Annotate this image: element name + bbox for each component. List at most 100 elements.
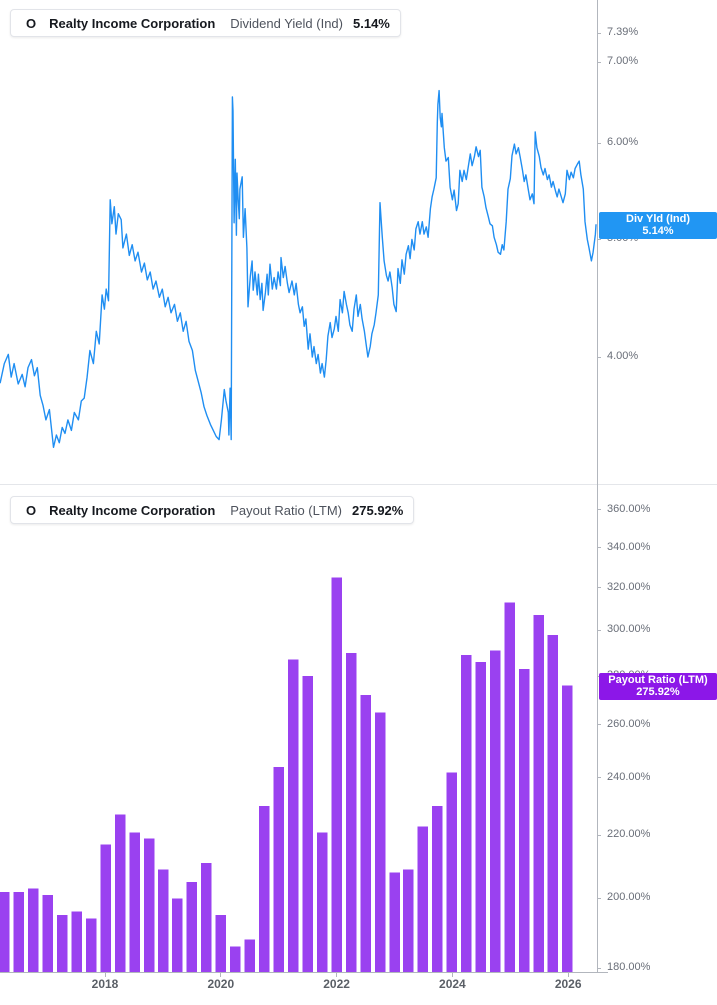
payout-ratio-bar[interactable] xyxy=(42,895,53,972)
payout-axis-tick-mark xyxy=(597,724,601,726)
payout-ratio-bar[interactable] xyxy=(446,772,458,972)
legend-accent-bar-blue xyxy=(11,9,15,37)
payout-ratio-bar[interactable] xyxy=(547,634,558,972)
payout-axis-tick-mark xyxy=(597,777,601,779)
payout-ratio-bar[interactable] xyxy=(331,577,342,973)
badge-value: 5.14% xyxy=(642,224,674,237)
payout-ratio-bar[interactable] xyxy=(259,806,270,972)
payout-ratio-bar[interactable] xyxy=(403,869,414,972)
payout-ratio-bar[interactable] xyxy=(56,915,68,972)
dividend-yield-line[interactable] xyxy=(0,89,597,448)
payout-axis-tick-mark xyxy=(597,897,601,899)
payout-ratio-bar[interactable] xyxy=(13,891,25,972)
payout-ratio-bar[interactable] xyxy=(201,863,212,972)
payout-ratio-bar[interactable] xyxy=(490,650,501,972)
ticker-symbol: O xyxy=(26,502,37,518)
yield-axis-tick-mark xyxy=(597,356,601,358)
price-axis[interactable]: Div Yld (Ind) 5.14% Payout Ratio (LTM) 2… xyxy=(597,0,717,1005)
payout-axis-tick-label: 220.00% xyxy=(607,828,651,841)
payout-axis-tick-label: 320.00% xyxy=(607,580,651,593)
legend-chip-payout-ratio[interactable]: O Realty Income Corporation Payout Ratio… xyxy=(10,496,415,524)
payout-axis-tick-mark xyxy=(597,509,601,511)
payout-axis-tick-label: 300.00% xyxy=(607,623,651,636)
company-name: Realty Income Corporation xyxy=(49,15,216,31)
x-axis-line xyxy=(0,972,608,973)
payout-axis-tick-mark xyxy=(597,547,601,549)
x-axis-label-2022: 2022 xyxy=(323,977,350,991)
payout-ratio-bar[interactable] xyxy=(417,826,429,972)
payout-ratio-bar[interactable] xyxy=(360,695,371,972)
panel-divider[interactable] xyxy=(0,484,717,485)
payout-ratio-bar[interactable] xyxy=(186,882,198,972)
metric-name: Dividend Yield (Ind) xyxy=(230,15,343,31)
company-name: Realty Income Corporation xyxy=(49,502,216,518)
yield-axis-tick-label: 6.00% xyxy=(607,136,639,149)
metric-name: Payout Ratio (LTM) xyxy=(230,502,343,518)
payout-axis-tick-mark xyxy=(597,587,601,589)
y-axis-line xyxy=(597,0,598,972)
x-axis-label-2020: 2020 xyxy=(207,977,235,991)
payout-ratio-bar[interactable] xyxy=(114,814,126,972)
badge-label: Payout Ratio (LTM) xyxy=(608,673,708,686)
payout-axis-tick-label: 240.00% xyxy=(607,770,651,783)
payout-ratio-bar[interactable] xyxy=(215,915,227,972)
x-axis-label-2024: 2024 xyxy=(439,977,466,991)
payout-ratio-bar[interactable] xyxy=(374,712,386,972)
ticker-symbol: O xyxy=(26,15,37,31)
payout-ratio-bar[interactable] xyxy=(561,685,573,973)
payout-ratio-bar[interactable] xyxy=(28,888,39,973)
payout-ratio-bar[interactable] xyxy=(518,669,530,972)
payout-axis-tick-mark xyxy=(597,834,601,836)
charts-canvas[interactable] xyxy=(0,0,597,1005)
legend-chip-dividend-yield[interactable]: O Realty Income Corporation Dividend Yie… xyxy=(10,9,401,37)
payout-axis-tick-label: 360.00% xyxy=(607,502,651,515)
x-axis-label-2018: 2018 xyxy=(91,977,119,991)
payout-ratio-bar[interactable] xyxy=(461,655,472,972)
yield-axis-tick-label: 4.00% xyxy=(607,350,639,362)
yield-axis-tick-mark xyxy=(597,61,601,63)
yield-axis-tick-mark xyxy=(597,32,601,34)
payout-ratio-axis-badge: Payout Ratio (LTM) 275.92% xyxy=(599,672,717,700)
payout-ratio-bar[interactable] xyxy=(100,844,111,973)
payout-ratio-bar[interactable] xyxy=(432,806,443,972)
payout-ratio-bar[interactable] xyxy=(230,946,241,972)
metric-value: 275.92% xyxy=(352,502,404,518)
time-axis-tick-mark xyxy=(220,972,222,977)
payout-ratio-bar[interactable] xyxy=(475,662,487,972)
time-axis-tick-mark xyxy=(336,972,338,977)
payout-ratio-bar[interactable] xyxy=(345,652,357,972)
payout-ratio-bar[interactable] xyxy=(287,659,299,972)
payout-ratio-bar[interactable] xyxy=(504,602,516,972)
payout-ratio-bar[interactable] xyxy=(533,615,544,972)
x-axis-label-2026: 2026 xyxy=(554,977,582,991)
badge-value: 275.92% xyxy=(636,685,680,698)
yield-axis-tick-label: 7.00% xyxy=(607,55,639,67)
payout-ratio-bar[interactable] xyxy=(71,911,82,972)
payout-ratio-bar[interactable] xyxy=(85,918,97,973)
payout-ratio-bar[interactable] xyxy=(389,872,400,973)
payout-ratio-bar[interactable] xyxy=(158,869,169,972)
payout-ratio-bar[interactable] xyxy=(244,939,256,972)
payout-axis-tick-label: 200.00% xyxy=(607,891,651,904)
payout-ratio-bar[interactable] xyxy=(143,838,155,972)
yield-axis-tick-label: 7.39% xyxy=(607,26,639,39)
badge-label: Div Yld (Ind) xyxy=(626,212,690,225)
payout-ratio-bar[interactable] xyxy=(302,676,313,972)
payout-ratio-bar[interactable] xyxy=(316,832,328,972)
payout-axis-tick-mark xyxy=(597,967,601,969)
payout-axis-tick-label: 180.00% xyxy=(607,961,651,973)
yield-axis-tick-mark xyxy=(597,238,601,240)
payout-axis-tick-label: 260.00% xyxy=(607,717,651,730)
payout-axis-tick-mark xyxy=(597,629,601,631)
payout-ratio-bar[interactable] xyxy=(0,891,10,972)
payout-ratio-bars[interactable] xyxy=(0,577,573,973)
payout-axis-tick-label: 340.00% xyxy=(607,540,651,553)
payout-ratio-bar[interactable] xyxy=(129,832,140,972)
legend-accent-bar-purple xyxy=(11,496,15,524)
time-axis-tick-mark xyxy=(451,972,453,977)
metric-value: 5.14% xyxy=(353,15,390,31)
payout-ratio-bar[interactable] xyxy=(273,767,284,972)
yield-axis-tick-mark xyxy=(597,142,601,144)
time-axis-tick-mark xyxy=(567,972,569,977)
payout-ratio-bar[interactable] xyxy=(172,898,183,972)
